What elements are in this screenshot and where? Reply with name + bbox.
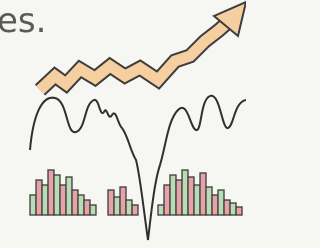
caption-text: es. — [0, 1, 46, 41]
bar — [224, 200, 230, 215]
bar — [60, 185, 66, 215]
bar — [84, 200, 90, 215]
bar — [48, 170, 54, 215]
illustration: es. — [0, 0, 246, 248]
bar — [230, 203, 236, 215]
bar — [188, 177, 194, 215]
bar — [200, 173, 206, 215]
bar — [236, 207, 242, 215]
bar — [30, 195, 36, 215]
bar — [218, 190, 224, 215]
bar — [54, 175, 60, 215]
bar — [206, 187, 212, 215]
bar — [78, 195, 84, 215]
bar — [132, 205, 138, 215]
bar — [126, 200, 132, 215]
bar — [182, 170, 188, 215]
bar — [158, 205, 164, 215]
bar — [72, 190, 78, 215]
bar — [90, 205, 96, 215]
bar — [120, 187, 126, 215]
bar — [212, 195, 218, 215]
bar — [194, 185, 200, 215]
bar — [170, 175, 176, 215]
bar — [66, 177, 72, 215]
bar — [164, 185, 170, 215]
bar — [42, 185, 48, 215]
bar — [176, 180, 182, 215]
bar — [114, 197, 120, 215]
page: {"caption": "es."} es. — [0, 0, 320, 248]
bar — [108, 190, 114, 215]
bar — [36, 180, 42, 215]
